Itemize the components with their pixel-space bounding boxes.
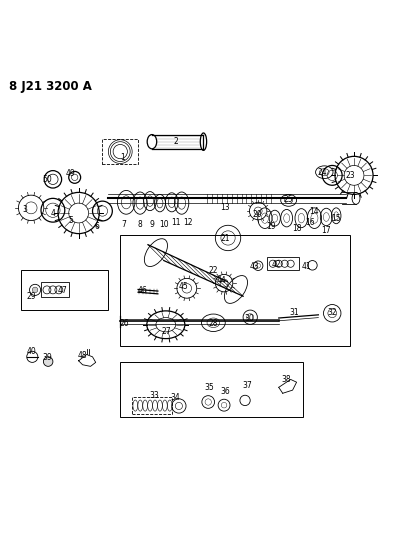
- Text: 50: 50: [42, 175, 52, 184]
- Text: 43: 43: [250, 262, 260, 271]
- Text: 40: 40: [26, 347, 36, 356]
- Text: 7: 7: [122, 221, 126, 229]
- Bar: [132, 397, 172, 414]
- Text: 10: 10: [159, 221, 169, 229]
- Text: 4: 4: [50, 208, 55, 217]
- Text: 5: 5: [68, 216, 73, 225]
- Text: 2: 2: [173, 137, 178, 146]
- Text: 19: 19: [266, 222, 276, 231]
- Bar: [103, 139, 138, 164]
- Text: 25: 25: [284, 196, 293, 205]
- Text: 33: 33: [149, 391, 159, 400]
- Text: 18: 18: [292, 224, 301, 233]
- Text: 49: 49: [66, 169, 75, 178]
- Text: 16: 16: [306, 219, 315, 228]
- Text: 9: 9: [150, 221, 154, 229]
- Bar: [41, 282, 69, 297]
- Text: 11: 11: [171, 219, 180, 228]
- Text: 20: 20: [252, 211, 262, 220]
- Text: 23: 23: [345, 171, 355, 180]
- Text: 24: 24: [318, 168, 327, 177]
- Text: 26: 26: [119, 319, 129, 328]
- Text: 17: 17: [322, 227, 331, 236]
- Bar: [267, 256, 298, 270]
- Text: 47: 47: [58, 286, 68, 295]
- Text: 6: 6: [94, 222, 99, 231]
- Bar: [120, 361, 302, 417]
- Text: 48: 48: [78, 351, 87, 360]
- Text: 30: 30: [244, 313, 254, 322]
- Text: 35: 35: [205, 383, 214, 392]
- Text: 27: 27: [161, 327, 171, 336]
- Text: 28: 28: [209, 319, 218, 328]
- Text: 34: 34: [171, 393, 181, 402]
- Text: 31: 31: [290, 308, 299, 317]
- Text: 42: 42: [272, 260, 282, 269]
- Text: 21: 21: [221, 235, 230, 243]
- Bar: [21, 270, 109, 310]
- Text: 45: 45: [179, 282, 188, 291]
- Text: 46: 46: [137, 286, 147, 295]
- Text: 32: 32: [328, 308, 337, 317]
- Text: 15: 15: [332, 214, 341, 223]
- Text: 36: 36: [220, 387, 230, 396]
- Circle shape: [43, 357, 53, 366]
- Circle shape: [32, 287, 38, 293]
- Text: 1: 1: [120, 153, 124, 162]
- Text: 39: 39: [42, 353, 52, 362]
- Text: 41: 41: [302, 262, 311, 271]
- Text: 37: 37: [242, 381, 252, 390]
- Text: 44: 44: [216, 276, 226, 285]
- Bar: [120, 235, 350, 346]
- Text: 38: 38: [282, 375, 292, 384]
- Text: 8: 8: [138, 221, 142, 229]
- Text: 3: 3: [23, 205, 28, 214]
- Text: 8 J21 3200 A: 8 J21 3200 A: [9, 80, 92, 93]
- Text: 12: 12: [183, 219, 192, 228]
- Text: 13: 13: [220, 203, 230, 212]
- Text: 22: 22: [209, 266, 218, 275]
- Text: 14: 14: [310, 206, 319, 215]
- Text: 29: 29: [26, 292, 36, 301]
